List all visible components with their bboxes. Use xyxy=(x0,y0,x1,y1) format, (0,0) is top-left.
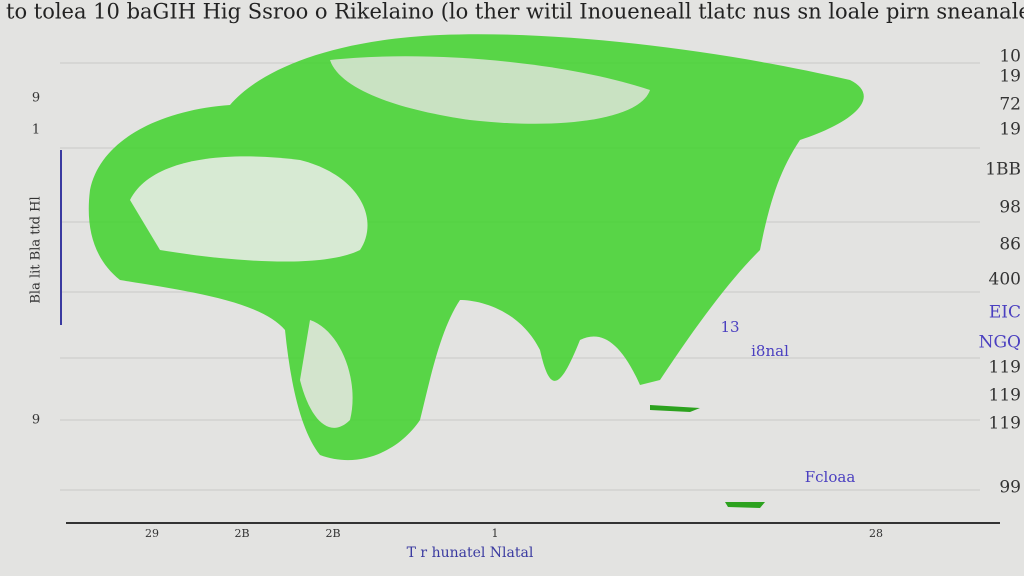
left-label: Bla lit Bla ttd Hl xyxy=(29,196,44,303)
right-label: 10 xyxy=(999,47,1021,67)
right-label: 400 xyxy=(989,270,1021,290)
right-label: EIC xyxy=(989,303,1021,323)
left-label: 9 xyxy=(32,413,40,428)
right-label: NGQ xyxy=(979,333,1021,353)
right-label: 72 xyxy=(999,95,1021,115)
left-label: 9 xyxy=(32,91,40,106)
right-label: 119 xyxy=(989,414,1021,434)
right-label: 19 xyxy=(999,120,1021,140)
bottom-label: 28 xyxy=(869,527,883,540)
right-label: 119 xyxy=(989,358,1021,378)
bottom-label: 2B xyxy=(325,527,340,540)
bottom-label: 29 xyxy=(145,527,159,540)
landmass xyxy=(88,34,864,508)
bottom-label: 1 xyxy=(492,527,499,540)
left-label: 1 xyxy=(32,123,40,138)
x-axis-label: T r hunatel Nlatal xyxy=(407,545,534,561)
annotation: i8nal xyxy=(751,342,789,360)
right-label: 98 xyxy=(999,198,1021,218)
right-label: 99 xyxy=(999,478,1021,498)
bottom-label: 2B xyxy=(234,527,249,540)
annotation: Fcloaa xyxy=(805,468,856,486)
title: to tolea 10 baGIH Hig Ssroo o Rikelaino … xyxy=(6,0,1024,24)
right-label: 1BB xyxy=(985,160,1021,180)
right-label: 119 xyxy=(989,386,1021,406)
right-label: 86 xyxy=(999,235,1021,255)
right-label: 19 xyxy=(999,67,1021,87)
annotation: 13 xyxy=(720,318,739,336)
